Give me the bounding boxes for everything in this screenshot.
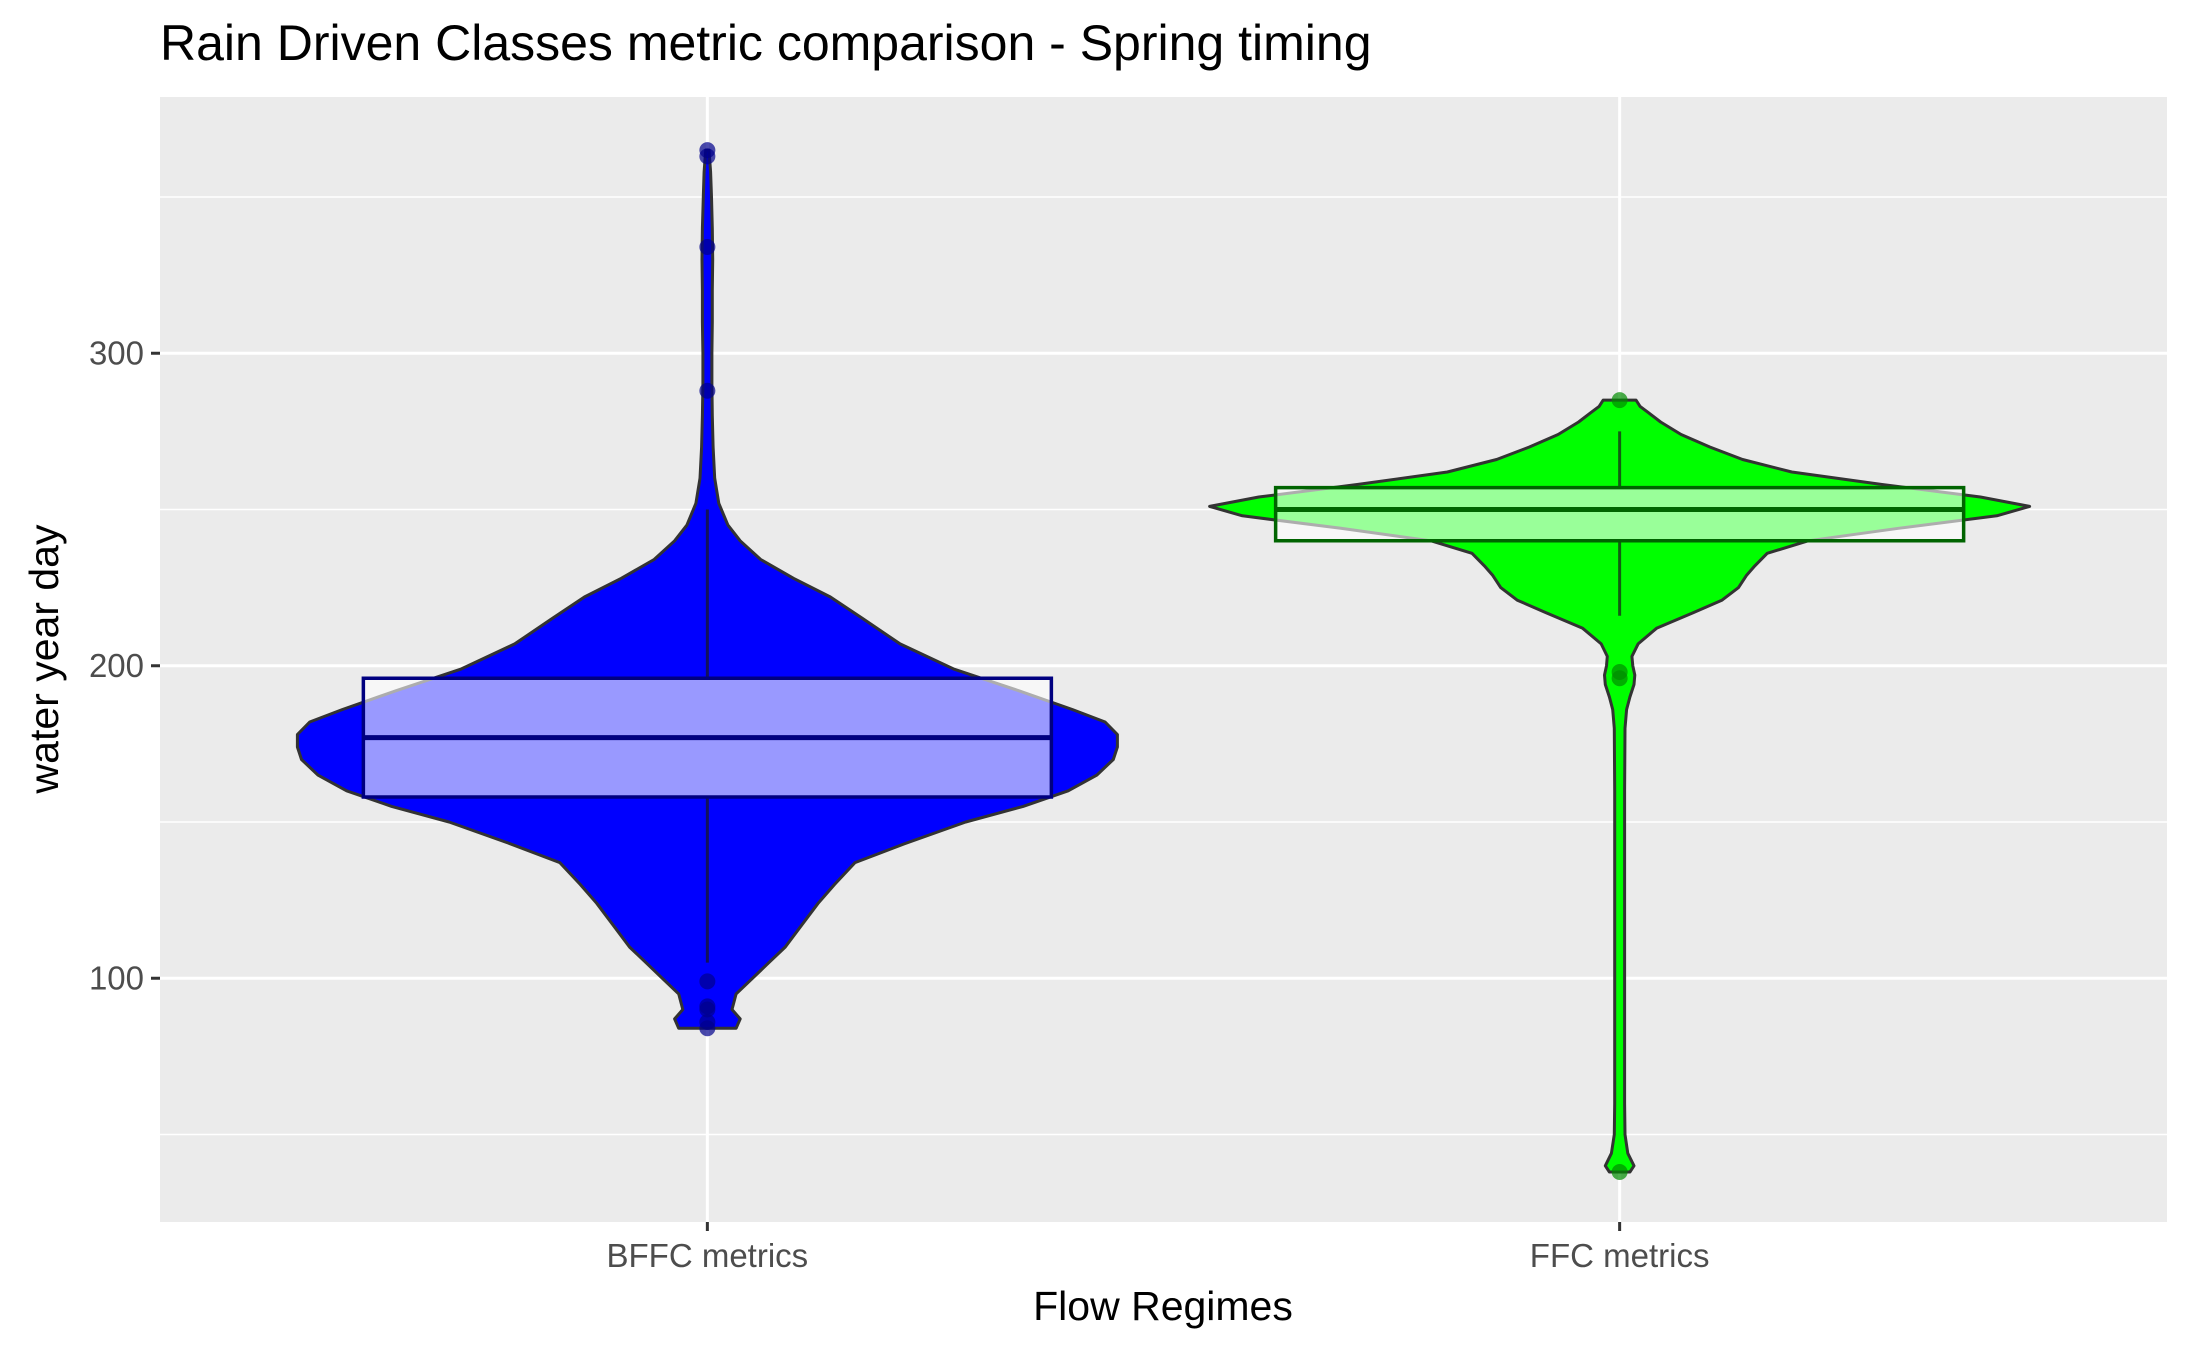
outlier-point bbox=[699, 239, 716, 255]
x-tick-label: FFC metrics bbox=[1530, 1237, 1710, 1274]
box-iqr bbox=[1273, 485, 1966, 543]
outlier-point bbox=[699, 382, 716, 399]
violin-group-bffc bbox=[295, 142, 1119, 1037]
violins bbox=[295, 142, 2032, 1180]
violin-group-ffc bbox=[1208, 392, 2032, 1180]
plot-panel bbox=[160, 97, 2167, 1222]
y-tick-label: 100 bbox=[89, 959, 144, 996]
violin-shape bbox=[1208, 398, 2032, 1174]
outlier-point bbox=[1611, 664, 1628, 680]
outlier-point bbox=[699, 973, 716, 990]
y-tick-label: 300 bbox=[89, 334, 144, 371]
y-tick-label: 200 bbox=[89, 647, 144, 684]
y-axis-title: water year day bbox=[21, 524, 67, 794]
outlier-point bbox=[1611, 1164, 1628, 1180]
x-axis-title: Flow Regimes bbox=[1033, 1283, 1293, 1329]
outlier-point bbox=[699, 142, 716, 159]
outlier-point bbox=[1611, 392, 1628, 409]
axes: 100 200 300 BFFC metrics FFC metrics bbox=[89, 334, 1710, 1274]
chart-title: Rain Driven Classes metric comparison - … bbox=[160, 15, 1372, 71]
outlier-point bbox=[699, 998, 716, 1015]
x-tick-label: BFFC metrics bbox=[607, 1237, 809, 1274]
outlier-point bbox=[699, 1014, 716, 1030]
